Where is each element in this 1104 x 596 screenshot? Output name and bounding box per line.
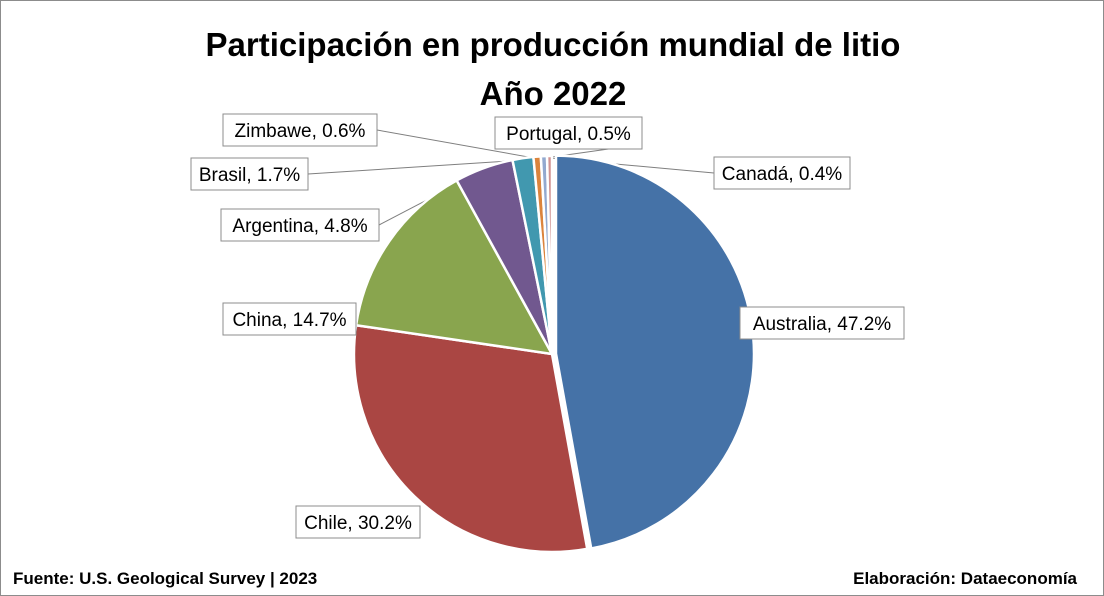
pie-slice-chile (352, 323, 589, 554)
data-label-zimbawe: Zimbawe, 0.6% (222, 113, 378, 147)
data-label-china: China, 14.7% (222, 302, 357, 336)
data-label-text: China, 14.7% (232, 310, 346, 331)
data-label-argentina: Argentina, 4.8% (220, 208, 380, 242)
data-label-australia: Australia, 47.2% (739, 306, 905, 340)
data-label-box (739, 306, 905, 340)
data-label-box (222, 113, 378, 147)
data-label-text: Canadá, 0.4% (722, 164, 843, 185)
pie-slice-china (354, 179, 554, 356)
leader-line-zimbawe (376, 129, 538, 160)
source-note: Fuente: U.S. Geological Survey | 2023 (13, 569, 318, 588)
data-label-text: Portugal, 0.5% (506, 124, 631, 145)
data-label-box (713, 156, 851, 190)
data-label-box (190, 157, 309, 191)
data-label-chile: Chile, 30.2% (295, 505, 421, 539)
leader-line-brasil (307, 159, 524, 175)
pie-slice-canadá (545, 154, 554, 356)
pie-slice-australia (554, 154, 756, 550)
data-label-text: Chile, 30.2% (304, 513, 412, 534)
data-label-portugal: Portugal, 0.5% (494, 116, 643, 150)
data-label-box (222, 302, 357, 336)
chart-title: Participación en producción mundial de l… (205, 26, 901, 63)
data-label-text: Brasil, 1.7% (199, 165, 300, 186)
data-label-canadá: Canadá, 0.4% (713, 156, 851, 190)
data-label-text: Argentina, 4.8% (232, 216, 367, 237)
data-label-box (494, 116, 643, 150)
data-label-box (295, 505, 421, 539)
chart-subtitle: Año 2022 (479, 75, 627, 112)
data-label-box (220, 208, 380, 242)
data-label-text: Australia, 47.2% (753, 314, 891, 335)
credit-note: Elaboración: Dataeconomía (853, 569, 1077, 588)
data-label-brasil: Brasil, 1.7% (190, 157, 309, 191)
data-label-text: Zimbawe, 0.6% (235, 121, 366, 142)
